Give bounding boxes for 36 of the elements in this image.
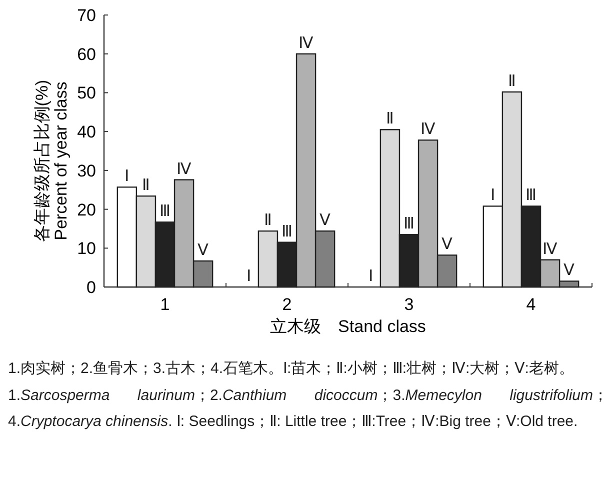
text: Ⅲ xyxy=(526,187,536,204)
series-label: Ⅴ xyxy=(198,242,209,259)
series-label: Ⅰ xyxy=(124,168,130,186)
y-tick-label: 50 xyxy=(77,84,96,103)
y-axis-title: 各年龄级所占比例(%) Percent of year class xyxy=(32,80,70,242)
text: Ⅴ xyxy=(564,262,575,280)
series-label: Ⅱ xyxy=(142,177,150,194)
text: Ⅱ xyxy=(386,110,394,128)
text: Ⅰ xyxy=(490,187,496,204)
x-tick-label: 2 xyxy=(282,295,292,314)
y-tick-label: 40 xyxy=(77,122,96,142)
y-tick-label: 30 xyxy=(77,161,96,180)
x-tick-label: 3 xyxy=(404,295,414,314)
text: Ⅴ xyxy=(442,236,453,254)
text: Ⅳ xyxy=(542,240,558,258)
text: 1.肉实树；2.鱼骨木；3.古木；4.石笔木。Ⅰ:苗木；Ⅱ:小树；Ⅲ:壮树；Ⅳ:大树；Ⅴ:老树。 xyxy=(8,360,574,377)
text: Ⅱ xyxy=(508,72,516,90)
series-label: Ⅲ xyxy=(160,203,170,220)
text: Ⅳ xyxy=(420,121,436,138)
y-tick-label: 20 xyxy=(77,200,96,220)
y-tick-label: 70 xyxy=(77,6,96,25)
text: Ⅲ xyxy=(404,216,414,233)
text: Ⅰ xyxy=(246,268,252,285)
y-tick-label: 0 xyxy=(86,278,96,297)
text: Ⅱ xyxy=(264,212,272,230)
text: Ⅴ xyxy=(320,212,331,230)
text: Ⅳ xyxy=(298,34,314,52)
x-tick-label: 4 xyxy=(526,295,536,314)
series-label: Ⅳ xyxy=(176,160,192,178)
text: Ⅰ xyxy=(368,268,374,285)
x-axis-title: 立木级 Stand class xyxy=(270,317,426,336)
x-tick-label: 1 xyxy=(160,295,170,314)
text: 1.Sarcosperma laurinum；2.Canthium dicoccum；3.Memecylon ligustrifolium；4.Cryptocarya chinensis. Ⅰ: Seedlings；Ⅱ: Little tree；Ⅲ:Tree；Ⅳ:Big tree；Ⅴ:Old tree. xyxy=(8,386,608,430)
y-tick-label: 60 xyxy=(77,44,96,64)
text: Ⅲ xyxy=(282,223,292,240)
y-tick-label: 10 xyxy=(77,239,96,258)
